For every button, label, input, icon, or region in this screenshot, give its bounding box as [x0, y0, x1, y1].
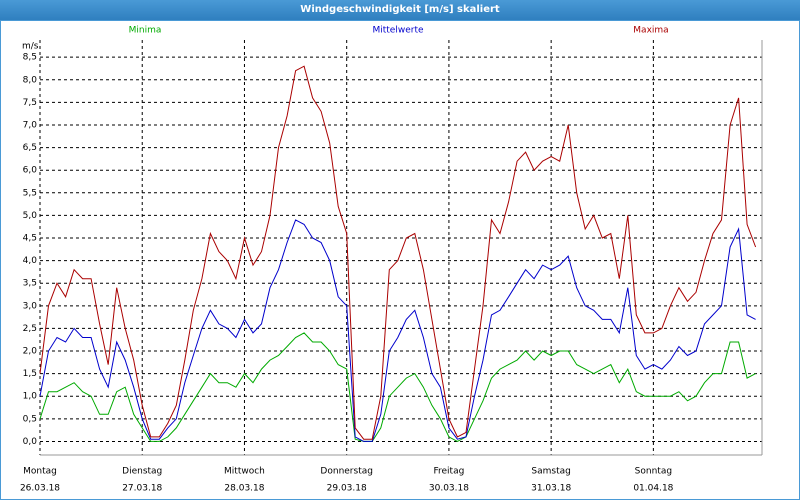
x-tick-date: 27.03.18: [122, 484, 162, 494]
legend-entry: Maxima: [633, 26, 668, 36]
y-tick-label: 4,0: [23, 256, 38, 266]
y-tick-label: 2,5: [23, 324, 37, 334]
x-tick-label: Mittwoch: [224, 467, 265, 477]
x-tick-date: 28.03.18: [224, 484, 264, 494]
x-tick-date: 01.04.18: [633, 484, 673, 494]
x-tick-label: Freitag: [434, 467, 465, 477]
y-tick-label: 7,0: [23, 120, 38, 130]
y-axis-label: m/s: [22, 42, 39, 52]
x-tick-label: Montag: [23, 467, 57, 477]
y-tick-label: 2,0: [23, 347, 38, 357]
series-line: [39, 332, 756, 442]
y-tick-label: 8,0: [23, 75, 38, 85]
y-tick-label: 5,0: [23, 211, 38, 221]
y-tick-label: 3,0: [23, 301, 38, 311]
x-tick-date: 30.03.18: [429, 484, 469, 494]
y-tick-label: 0,0: [23, 437, 38, 447]
series-line: [39, 219, 756, 442]
y-tick-label: 5,5: [23, 188, 37, 198]
x-tick-label: Dienstag: [122, 467, 162, 477]
y-tick-label: 0,5: [23, 414, 37, 424]
y-tick-label: 3,5: [23, 279, 37, 289]
window-title: Windgeschwindigkeit [m/s] skaliert: [0, 0, 800, 20]
y-tick-label: 1,0: [23, 392, 38, 402]
y-tick-label: 1,5: [23, 369, 37, 379]
series-line: [39, 65, 757, 440]
window-border: [0, 20, 800, 500]
x-tick-label: Sonntag: [635, 467, 672, 477]
y-tick-label: 6,0: [23, 166, 38, 176]
y-tick-label: 6,5: [23, 143, 37, 153]
x-tick-label: Donnerstag: [320, 467, 373, 477]
x-tick-label: Samstag: [531, 467, 570, 477]
y-tick-label: 7,5: [23, 98, 37, 108]
legend-entry: Mittelwerte: [372, 26, 423, 36]
y-tick-label: 4,5: [23, 234, 37, 244]
x-tick-date: 31.03.18: [531, 484, 571, 494]
x-tick-date: 29.03.18: [327, 484, 367, 494]
legend-entry: Minima: [129, 26, 162, 36]
x-tick-date: 26.03.18: [20, 484, 60, 494]
y-tick-label: 8,5: [23, 53, 37, 63]
